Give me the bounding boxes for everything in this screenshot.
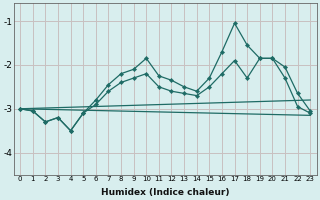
X-axis label: Humidex (Indice chaleur): Humidex (Indice chaleur): [101, 188, 229, 197]
